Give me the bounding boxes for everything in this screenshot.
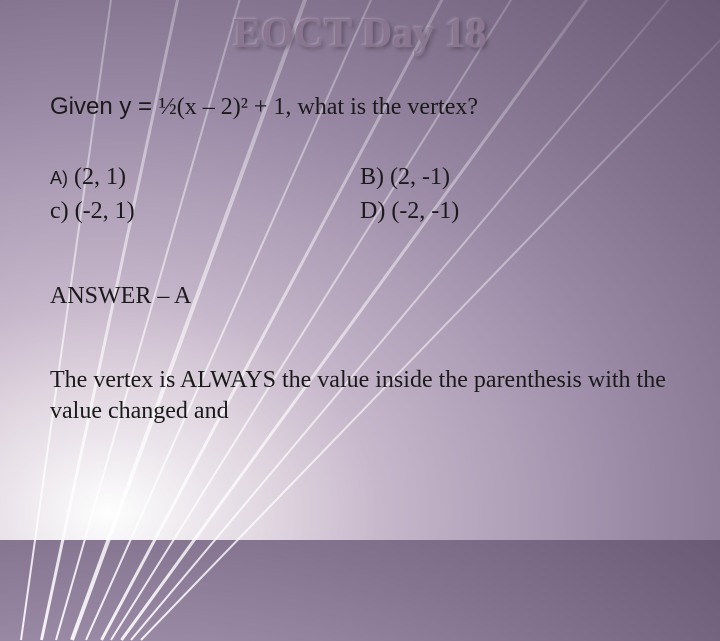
slide-content: EOCT Day 18 Given y = ½(x – 2)² + 1, wha… — [0, 0, 720, 540]
options-left-col: A) (2, 1) c) (-2, 1) — [50, 161, 360, 228]
option-b: B) (2, -1) — [360, 161, 670, 195]
question-given: Given y = — [50, 93, 159, 120]
option-c: c) (-2, 1) — [50, 195, 360, 229]
option-a-label: A) — [50, 168, 68, 188]
slide-title: EOCT Day 18 — [50, 10, 670, 58]
options-right-col: B) (2, -1) D) (-2, -1) — [360, 161, 670, 228]
options-grid: A) (2, 1) c) (-2, 1) B) (2, -1) D) (-2, … — [50, 161, 670, 228]
explanation-text: The vertex is ALWAYS the value inside th… — [50, 365, 670, 427]
option-a-text: (2, 1) — [68, 164, 126, 190]
question-text: Given y = ½(x – 2)² + 1, what is the ver… — [50, 93, 670, 121]
option-a: A) (2, 1) — [50, 161, 360, 195]
answer-text: ANSWER – A — [50, 283, 670, 310]
question-formula: ½(x – 2)² + 1, what is the vertex? — [159, 94, 478, 120]
option-d: D) (-2, -1) — [360, 195, 670, 229]
